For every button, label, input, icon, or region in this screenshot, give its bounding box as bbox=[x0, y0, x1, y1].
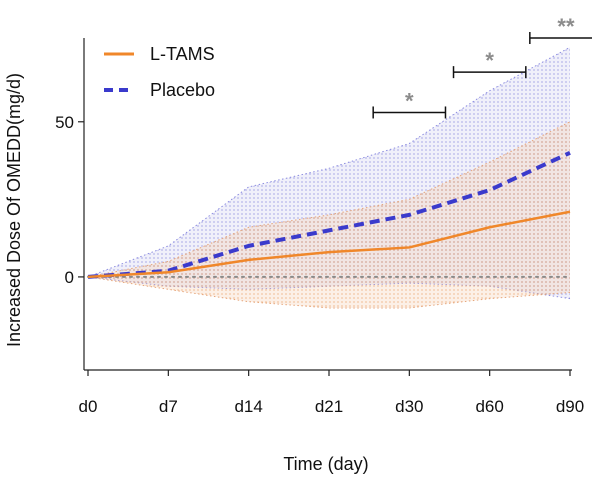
band-lower-edge-l-tams bbox=[87, 276, 571, 309]
series-layer bbox=[87, 150, 571, 279]
confidence-band-texture-l-tams bbox=[88, 121, 570, 308]
x-tick-label: d14 bbox=[234, 397, 262, 416]
x-tick-label: d21 bbox=[315, 397, 343, 416]
x-tick-label: d7 bbox=[159, 397, 178, 416]
x-tick-label: d60 bbox=[475, 397, 503, 416]
x-ticks: d0 d7 d14 d21 d30 d60 d90 bbox=[79, 370, 584, 416]
series-line-l-tams bbox=[87, 210, 571, 279]
significance-label: * bbox=[485, 48, 494, 73]
significance-label: * bbox=[405, 88, 414, 113]
y-tick-label: 50 bbox=[55, 113, 74, 132]
legend-label-l-tams: L-TAMS bbox=[150, 44, 215, 64]
legend-label-placebo: Placebo bbox=[150, 80, 215, 100]
series-line-placebo bbox=[87, 150, 571, 279]
x-tick-label: d30 bbox=[395, 397, 423, 416]
legend: L-TAMS Placebo bbox=[104, 44, 215, 100]
x-tick-label: d0 bbox=[79, 397, 98, 416]
significance-label: ** bbox=[557, 14, 575, 39]
significance-layer: **** bbox=[372, 14, 592, 119]
x-tick-label: d90 bbox=[556, 397, 584, 416]
y-ticks: 0 50 bbox=[55, 113, 84, 287]
y-tick-label: 0 bbox=[65, 268, 74, 287]
x-axis-title: Time (day) bbox=[283, 454, 368, 474]
y-axis-title: Increased Dose Of OMEDD(mg/d) bbox=[4, 73, 24, 347]
bands-layer bbox=[87, 46, 571, 309]
band-upper-edge-l-tams bbox=[87, 121, 571, 278]
band-upper-edge-placebo bbox=[87, 46, 571, 278]
